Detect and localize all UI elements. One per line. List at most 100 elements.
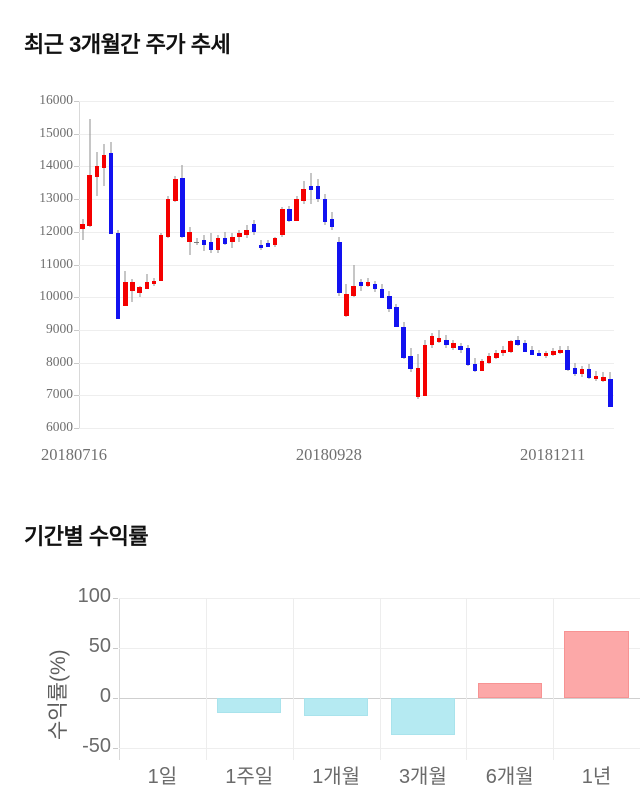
- candle-body: [130, 282, 135, 292]
- y-tickmark: [74, 231, 79, 233]
- candlestick: [94, 101, 100, 428]
- candle-body: [244, 230, 249, 236]
- return-bar: [564, 631, 629, 698]
- y-tickmark: [74, 297, 79, 299]
- candle-body: [116, 233, 121, 319]
- candlestick: [422, 101, 428, 428]
- candle-body: [301, 189, 306, 202]
- y-tickmark: [74, 166, 79, 168]
- x-axis-category-label: 1개월: [312, 766, 361, 788]
- candlestick: [465, 101, 470, 428]
- period-return-title: 기간별 수익률: [24, 524, 149, 549]
- candle-body: [394, 307, 399, 327]
- candle-body: [280, 208, 285, 236]
- y-gridline: [79, 133, 614, 135]
- y-axis-tick-label: 14000: [39, 157, 73, 173]
- candlestick: [301, 101, 306, 428]
- x-gridline: [466, 598, 468, 760]
- candle-wick: [353, 264, 355, 298]
- candlestick: [458, 101, 463, 428]
- candlestick: [330, 101, 335, 428]
- candle-body: [536, 352, 542, 357]
- y-axis-tick-label: -50: [82, 735, 111, 757]
- candle-body: [429, 336, 435, 345]
- candle-body: [551, 351, 556, 355]
- candle-wick: [196, 238, 198, 245]
- candlestick: [287, 101, 292, 428]
- candlestick: [201, 101, 207, 428]
- candle-wick: [602, 372, 604, 383]
- y-tickmark: [74, 101, 79, 102]
- candlestick: [165, 101, 171, 428]
- candle-body: [123, 282, 128, 306]
- candlestick: [258, 101, 264, 428]
- candlestick: [123, 101, 128, 428]
- candle-body: [308, 186, 314, 190]
- return-bar: [390, 698, 456, 735]
- return-bar: [303, 698, 369, 716]
- x-axis-tick-label: 20181211: [520, 445, 586, 464]
- candlestick: [401, 101, 406, 428]
- x-gridline: [553, 598, 555, 760]
- candlestick: [294, 101, 299, 428]
- candle-body: [287, 208, 292, 221]
- y-axis-title: 수익률(%): [47, 649, 70, 740]
- candlestick: [522, 101, 528, 428]
- candlestick: [80, 101, 85, 428]
- y-tickmark: [113, 598, 118, 599]
- candlestick: [215, 101, 221, 428]
- candle-body: [272, 238, 278, 246]
- y-axis-tick-label: 6000: [46, 419, 73, 434]
- candle-body: [165, 199, 171, 238]
- candle-wick: [438, 329, 440, 343]
- candle-body: [223, 238, 228, 244]
- candle-body: [187, 231, 192, 242]
- x-axis-category-label: 1년: [581, 766, 612, 788]
- candle-body: [208, 241, 214, 251]
- y-axis-tick-label: 50: [88, 635, 111, 657]
- candlestick: [486, 101, 492, 428]
- candlestick: [365, 101, 371, 428]
- y-tickmark: [74, 199, 79, 201]
- candlestick: [130, 101, 135, 428]
- candle-body: [344, 293, 349, 316]
- candle-body: [494, 352, 499, 359]
- candle-body: [158, 235, 164, 282]
- candle-body: [465, 347, 470, 365]
- candle-body: [408, 356, 413, 370]
- candlestick: [565, 101, 570, 428]
- candle-body: [401, 326, 406, 359]
- candlestick: [280, 101, 285, 428]
- candlestick: [429, 101, 435, 428]
- candlestick: [230, 101, 235, 428]
- candle-body: [337, 241, 342, 293]
- candle-body: [486, 356, 492, 363]
- candle-body: [501, 349, 506, 354]
- candle-body: [237, 233, 242, 238]
- y-axis-tick-label: 7000: [46, 386, 73, 402]
- candle-body: [80, 223, 85, 229]
- candle-body: [415, 367, 421, 398]
- x-axis-tick-label: 20180716: [41, 445, 107, 464]
- y-tickmark: [74, 428, 79, 429]
- candlestick: [494, 101, 499, 428]
- y-axis-tick-label: 16000: [39, 92, 73, 107]
- candle-wick: [367, 277, 369, 288]
- candle-body: [558, 349, 563, 354]
- candlestick: [551, 101, 556, 428]
- candlestick: [379, 101, 385, 428]
- x-axis-tick-label: 20180928: [295, 445, 362, 464]
- candlestick: [408, 101, 413, 428]
- candle-body: [265, 243, 271, 247]
- candle-body: [579, 369, 585, 375]
- candlestick: [208, 101, 214, 428]
- candle-body: [315, 186, 321, 200]
- candle-body: [529, 349, 535, 355]
- y-gridline: [79, 231, 614, 233]
- candle-body: [458, 346, 463, 350]
- candle-body: [565, 349, 570, 370]
- candle-wick: [146, 274, 148, 289]
- candle-body: [215, 238, 221, 251]
- candlestick: [608, 101, 613, 428]
- candle-body: [608, 378, 613, 408]
